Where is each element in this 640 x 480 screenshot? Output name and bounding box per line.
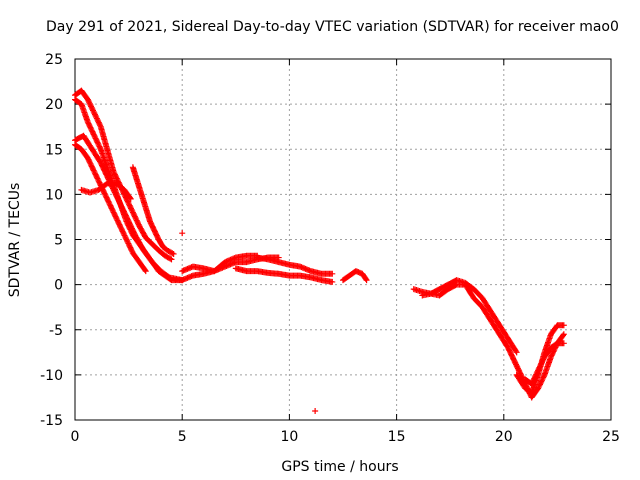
series-markers	[419, 281, 567, 401]
series-arc-11	[340, 268, 370, 284]
data-point	[312, 407, 319, 414]
series-markers	[78, 179, 134, 202]
y-tick-label: 20	[45, 97, 63, 113]
x-tick-label: 20	[495, 429, 513, 445]
series-markers	[254, 254, 336, 277]
data-point	[179, 230, 186, 237]
y-tick-label: -15	[40, 413, 63, 429]
axis-ticks	[74, 58, 612, 421]
y-tick-label: -5	[49, 323, 63, 339]
x-tick-label: 15	[388, 429, 406, 445]
series-arc-9	[232, 265, 336, 285]
x-axis-label: GPS time / hours	[281, 459, 398, 475]
series-arc-6	[129, 164, 177, 257]
series-outliers	[179, 230, 319, 414]
series-arc-5	[78, 179, 134, 202]
series-arc-10	[254, 254, 336, 277]
series-markers	[179, 252, 261, 284]
x-tick-labels: 0 5 10 15 20 25	[71, 429, 620, 445]
y-tick-labels: -15 -10 -5 0 5 10 15 20 25	[40, 52, 63, 429]
y-tick-label: 15	[45, 142, 63, 158]
y-tick-label: 25	[45, 52, 63, 68]
x-tick-label: 5	[178, 429, 187, 445]
series-arc-8	[179, 252, 261, 284]
series-arc-4	[72, 141, 149, 275]
x-tick-label: 0	[71, 429, 80, 445]
y-axis-label: SDTVAR / TECUs	[7, 183, 23, 298]
chart-title: Day 291 of 2021, Sidereal Day-to-day VTE…	[46, 19, 619, 35]
y-tick-label: -10	[40, 368, 63, 384]
series-markers	[129, 164, 177, 257]
x-tick-label: 10	[280, 429, 298, 445]
y-tick-label: 0	[54, 278, 63, 294]
series-markers	[340, 268, 370, 284]
grid-lines	[75, 59, 611, 420]
data-series	[72, 87, 567, 414]
x-tick-label: 25	[602, 429, 620, 445]
y-tick-label: 10	[45, 187, 63, 203]
series-arc-13	[419, 281, 567, 401]
y-tick-label: 5	[54, 233, 63, 249]
series-markers	[522, 340, 567, 387]
series-arc-15	[522, 340, 567, 387]
series-markers	[232, 265, 336, 285]
series-markers	[72, 141, 149, 275]
